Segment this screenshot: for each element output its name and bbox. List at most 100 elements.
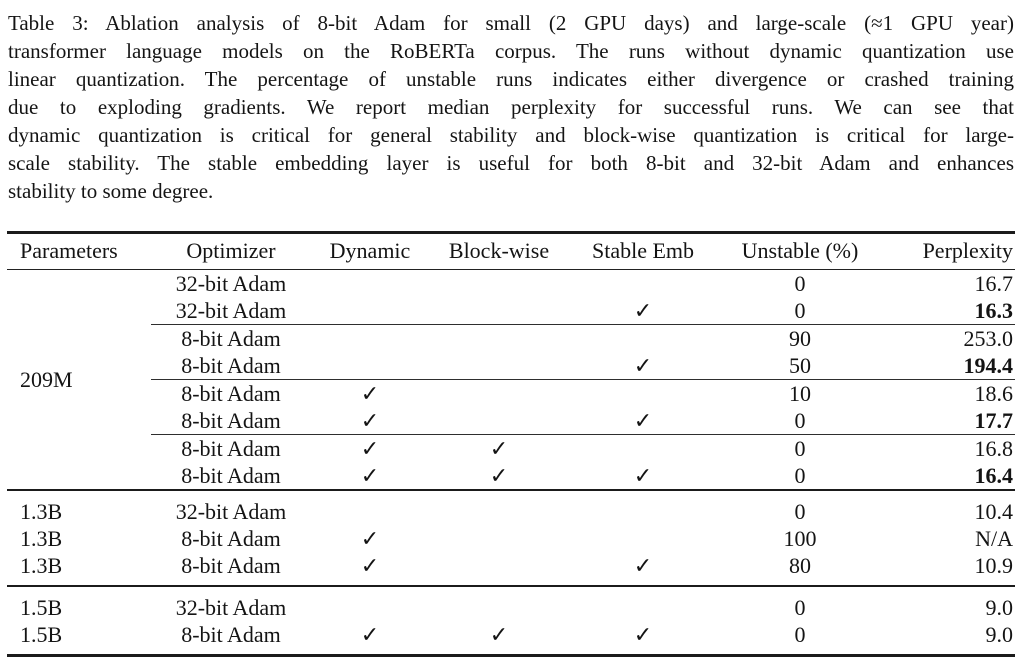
cell-perplexity: 253.0	[963, 326, 1014, 351]
cell-optimizer: 8-bit Adam	[181, 622, 281, 647]
cell-stable_emb: ✓	[569, 407, 717, 435]
cell-unstable: 50	[717, 352, 883, 380]
cell-optimizer: 8-bit Adam	[151, 407, 311, 435]
cell-blockwise: ✓	[429, 462, 569, 490]
cell-dynamic: ✓	[311, 462, 429, 490]
cell-parameters: 209M	[20, 367, 73, 392]
cell-perplexity: 10.9	[974, 553, 1014, 578]
table-row: 8-bit Adam ✓ ✓ ✓ 0 16.4	[7, 462, 1015, 490]
table-row: 1.3B 8-bit Adam ✓ 100 N/A	[7, 525, 1015, 552]
cell-blockwise	[429, 490, 569, 525]
caption-line: Table 3: Ablation analysis of 8-bit Adam…	[8, 11, 1014, 35]
cell-blockwise	[429, 552, 569, 586]
checkmark-icon: ✓	[360, 463, 380, 488]
checkmark-icon: ✓	[360, 526, 380, 551]
cell-dynamic	[311, 297, 429, 325]
cell-dynamic	[311, 270, 429, 298]
cell-optimizer: 8-bit Adam	[181, 526, 281, 551]
cell-dynamic: ✓	[311, 621, 429, 656]
ablation-table: Parameters Optimizer Dynamic Block-wise Stab…	[7, 231, 1015, 657]
table-header: Parameters Optimizer Dynamic Block-wise Stab…	[7, 232, 1015, 270]
column-header-blockwise: Block-wise	[429, 232, 569, 270]
cell-stable_emb	[569, 525, 717, 552]
cell-parameters: 1.5B	[20, 595, 63, 620]
cell-unstable: 0	[794, 436, 806, 461]
cell-perplexity: 16.8	[974, 436, 1014, 461]
cell-perplexity: 18.6	[974, 381, 1014, 406]
cell-optimizer: 32-bit Adam	[151, 297, 311, 325]
table-row: 8-bit Adam 90 253.0	[7, 325, 1015, 353]
cell-parameters: 1.3B	[20, 526, 63, 551]
checkmark-icon: ✓	[633, 353, 653, 378]
cell-perplexity: 194.4	[883, 352, 1015, 380]
column-header-optimizer: Optimizer	[151, 232, 311, 270]
cell-unstable: 0	[794, 595, 806, 620]
caption-line: dynamic quantization is critical for gen…	[8, 123, 1014, 147]
cell-parameters: 1.3B	[20, 499, 63, 524]
checkmark-icon: ✓	[489, 436, 509, 461]
cell-stable_emb: ✓	[569, 462, 717, 490]
cell-unstable: 90	[789, 326, 811, 351]
checkmark-icon: ✓	[360, 622, 380, 647]
checkmark-icon: ✓	[489, 463, 509, 488]
cell-perplexity: 17.7	[883, 407, 1015, 435]
cell-blockwise	[429, 352, 569, 380]
cell-optimizer: 8-bit Adam	[181, 436, 281, 461]
cell-stable_emb	[569, 490, 717, 525]
caption-line: transformer language models on the RoBER…	[8, 39, 1014, 63]
cell-perplexity: 10.4	[974, 499, 1014, 524]
cell-dynamic: ✓	[311, 435, 429, 463]
table-row: 8-bit Adam ✓ 50 194.4	[7, 352, 1015, 380]
cell-optimizer: 8-bit Adam	[181, 381, 281, 406]
checkmark-icon: ✓	[633, 298, 653, 323]
cell-blockwise: ✓	[429, 621, 569, 656]
cell-blockwise	[429, 586, 569, 621]
cell-stable_emb: ✓	[569, 552, 717, 586]
cell-perplexity: 16.4	[974, 463, 1014, 488]
cell-perplexity: 9.0	[985, 595, 1014, 620]
cell-unstable: 80	[789, 553, 811, 578]
cell-blockwise: ✓	[429, 435, 569, 463]
cell-dynamic: ✓	[311, 552, 429, 586]
cell-dynamic	[311, 586, 429, 621]
cell-optimizer: 32-bit Adam	[175, 271, 287, 296]
table-row: 32-bit Adam ✓ 0 16.3	[7, 297, 1015, 325]
checkmark-icon: ✓	[633, 408, 653, 433]
cell-stable_emb	[569, 325, 717, 353]
cell-stable_emb	[569, 586, 717, 621]
column-header-dynamic: Dynamic	[311, 232, 429, 270]
checkmark-icon: ✓	[489, 622, 509, 647]
caption-line: due to exploding gradients. We report me…	[8, 95, 1014, 119]
cell-stable_emb	[569, 435, 717, 463]
column-header-parameters: Parameters	[7, 232, 151, 270]
cell-optimizer: 32-bit Adam	[175, 595, 287, 620]
cell-dynamic	[311, 325, 429, 353]
checkmark-icon: ✓	[360, 553, 380, 578]
table-row: 8-bit Adam ✓ ✓ 0 16.8	[7, 435, 1015, 463]
table-row: 8-bit Adam ✓ 10 18.6	[7, 380, 1015, 408]
table-row: 209M 32-bit Adam 0 16.7	[7, 270, 1015, 391]
cell-dynamic: ✓	[311, 525, 429, 552]
cell-stable_emb: ✓	[569, 297, 717, 325]
cell-blockwise	[429, 297, 569, 325]
caption-line: linear quantization. The percentage of u…	[8, 67, 1014, 91]
cell-parameters: 1.5B	[20, 622, 63, 647]
cell-optimizer: 32-bit Adam	[175, 499, 287, 524]
table-section-2: 1.5B 32-bit Adam 0 9.0 1.5B 8-bit Adam ✓ ✓ ✓ 0 9.0	[7, 586, 1015, 656]
table-row: 1.3B 32-bit Adam 0 10.4	[7, 490, 1015, 525]
cell-blockwise	[429, 407, 569, 435]
cell-blockwise	[429, 525, 569, 552]
cell-stable_emb: ✓	[569, 352, 717, 380]
cell-optimizer: 8-bit Adam	[181, 553, 281, 578]
table-caption: Table 3: Ablation analysis of 8-bit Adam…	[8, 9, 1014, 205]
cell-unstable: 100	[783, 526, 817, 551]
cell-perplexity: N/A	[975, 526, 1013, 551]
table-row: 1.5B 8-bit Adam ✓ ✓ ✓ 0 9.0	[7, 621, 1015, 656]
cell-unstable: 0	[794, 271, 806, 296]
cell-blockwise	[429, 270, 569, 298]
cell-blockwise	[429, 325, 569, 353]
cell-parameters: 1.3B	[20, 553, 63, 578]
column-header-stable_emb: Stable Emb	[569, 232, 717, 270]
checkmark-icon: ✓	[360, 381, 380, 406]
